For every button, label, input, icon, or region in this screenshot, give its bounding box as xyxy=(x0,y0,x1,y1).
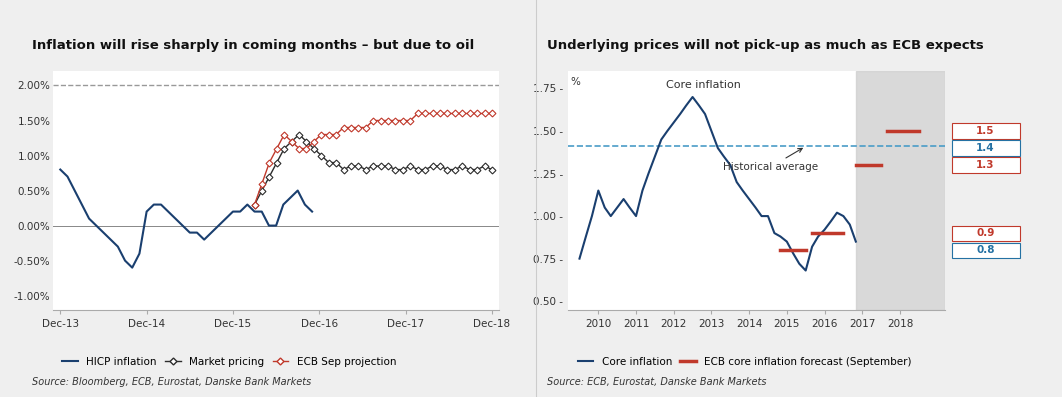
Text: Source: ECB, Eurostat, Danske Bank Markets: Source: ECB, Eurostat, Danske Bank Marke… xyxy=(547,377,767,387)
Legend: Core inflation, ECB core inflation forecast (September): Core inflation, ECB core inflation forec… xyxy=(573,353,915,371)
Text: Underlying prices will not pick-up as much as ECB expects: Underlying prices will not pick-up as mu… xyxy=(547,39,983,52)
Text: 0.9: 0.9 xyxy=(976,228,995,238)
Bar xyxy=(856,71,945,310)
Text: Core inflation: Core inflation xyxy=(666,81,741,91)
Text: Inflation will rise sharply in coming months – but due to oil: Inflation will rise sharply in coming mo… xyxy=(32,39,474,52)
Text: 1.4: 1.4 xyxy=(976,143,995,153)
Text: Source: Bloomberg, ECB, Eurostat, Danske Bank Markets: Source: Bloomberg, ECB, Eurostat, Danske… xyxy=(32,377,311,387)
Text: 1.3: 1.3 xyxy=(976,160,995,170)
Text: Historical average: Historical average xyxy=(723,148,818,172)
Text: 0.8: 0.8 xyxy=(976,245,995,255)
Text: 1.5: 1.5 xyxy=(976,126,995,136)
Text: %: % xyxy=(570,77,580,87)
Legend: HICP inflation, Market pricing, ECB Sep projection: HICP inflation, Market pricing, ECB Sep … xyxy=(58,353,400,371)
